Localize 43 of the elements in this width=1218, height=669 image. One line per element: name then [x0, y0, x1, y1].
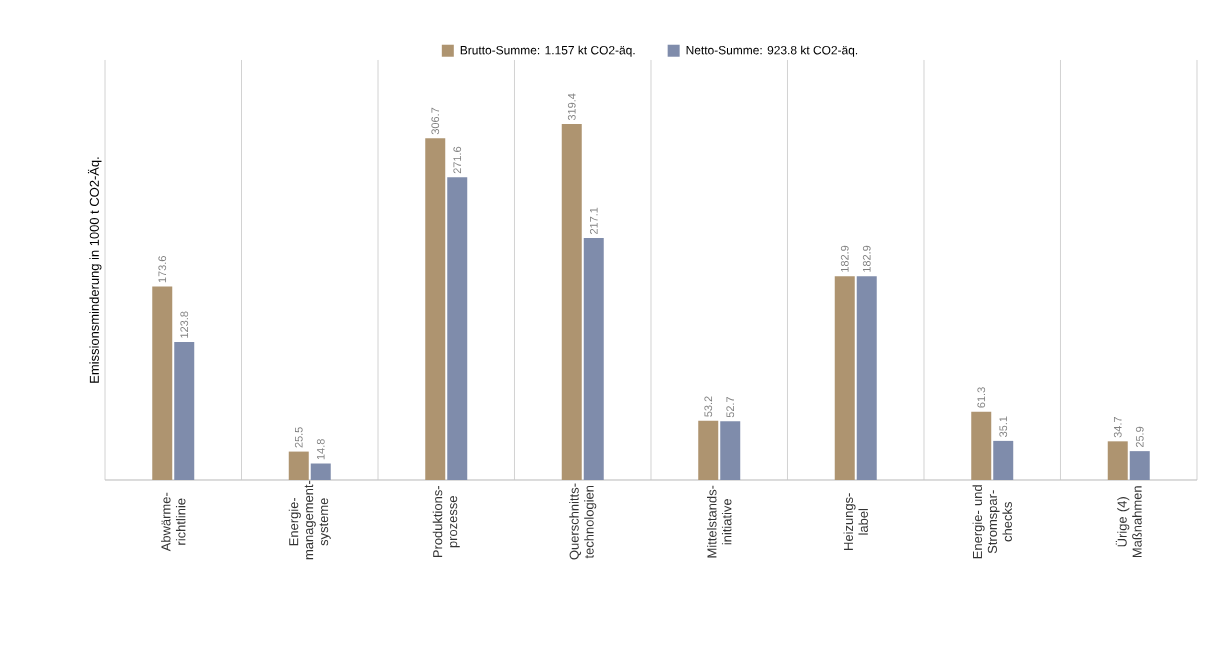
data-label: 53.2: [704, 396, 713, 417]
bar: [856, 276, 877, 480]
bar: [1107, 441, 1128, 480]
x-tick-label: Energie- und Stromspar- checks: [972, 485, 1012, 559]
data-label: 123.8: [180, 311, 189, 338]
bar: [152, 286, 173, 480]
legend-label: Netto-Summe: 923.8 kt CO2-äq.: [686, 45, 858, 57]
bar: [834, 276, 855, 480]
x-tick-label: Abwärme- richtlinie: [161, 492, 186, 552]
data-label: 271.6: [453, 146, 462, 174]
data-label: 25.5: [294, 427, 303, 448]
bar: [425, 138, 446, 480]
bar: [447, 177, 468, 480]
bar: [720, 421, 741, 480]
bar: [698, 420, 719, 480]
y-axis-title: Emissionsminderung in 1000 t CO2-Äq.: [87, 157, 102, 383]
data-label: 35.1: [999, 416, 1008, 437]
data-label: 173.6: [158, 256, 167, 283]
bar: [310, 463, 331, 480]
bar: [1129, 451, 1150, 480]
bar: [288, 451, 309, 480]
data-label: 217.1: [589, 207, 598, 234]
data-label: 61.3: [977, 387, 986, 408]
x-tick-label: Energie- management- systeme: [288, 480, 331, 560]
x-tick-label: Produktions- prozesse: [432, 486, 460, 558]
bar: [174, 342, 195, 480]
bar: [993, 440, 1014, 480]
x-tick-label: Mittelstands- initiative: [707, 485, 732, 558]
data-label: 182.9: [862, 245, 871, 272]
data-label: 34.7: [1113, 417, 1122, 438]
x-tick-label: Querschnitts- technologien: [569, 483, 597, 560]
data-label: 182.9: [840, 245, 849, 272]
bar: [583, 238, 604, 480]
bar: [971, 411, 992, 480]
x-tick-label: Heizungs- label: [843, 493, 868, 550]
bar: [561, 124, 582, 480]
data-label: 14.8: [316, 439, 325, 460]
legend-label: Brutto-Summe: 1.157 kt CO2-äq.: [460, 45, 635, 57]
data-label: 306.7: [431, 107, 440, 135]
data-label: 319.4: [567, 93, 576, 121]
data-label: 52.7: [726, 396, 735, 418]
data-label: 25.9: [1135, 426, 1144, 448]
x-tick-label: Ürige (4) Maßnahmen: [1115, 486, 1142, 558]
